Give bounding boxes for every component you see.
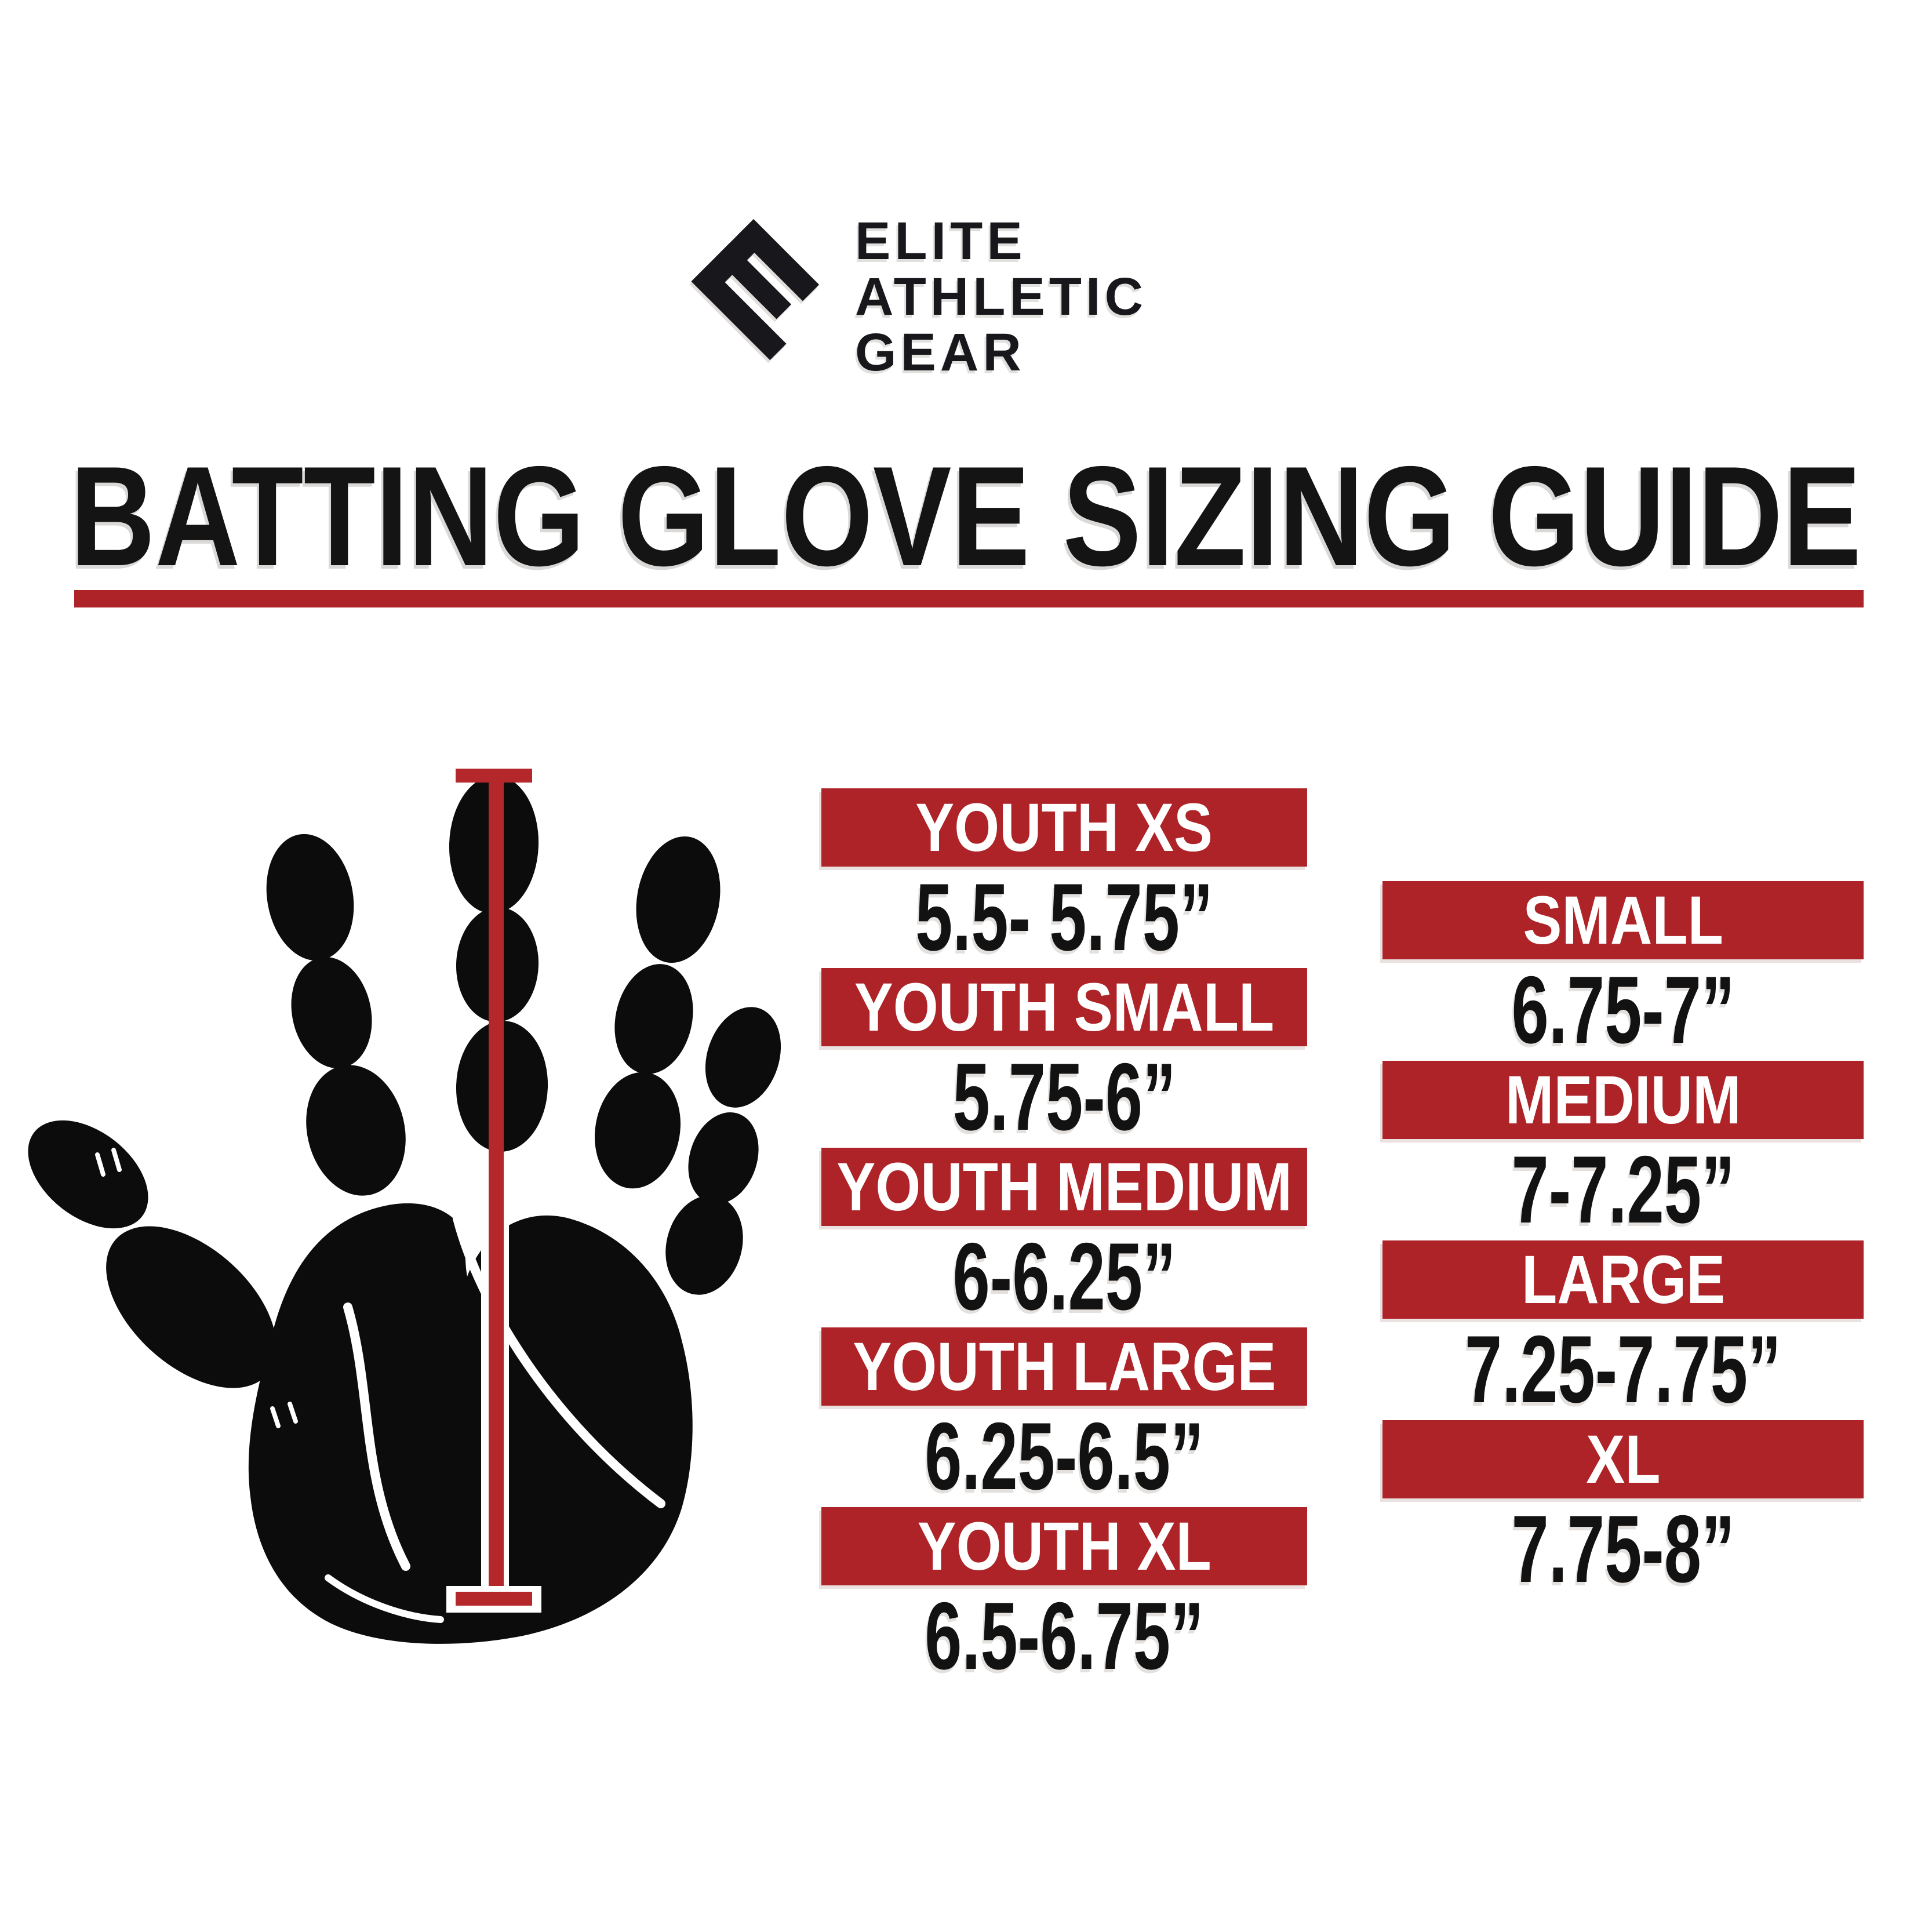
size-label: YOUTH LARGE <box>853 1328 1276 1405</box>
ring-finger-shape <box>595 836 721 1189</box>
adult-size-row-small: SMALL 6.75-7” <box>1382 881 1864 1063</box>
size-range: 6.75-7” <box>1511 956 1735 1063</box>
size-range-value: 7.25-7.75” <box>1382 1316 1864 1422</box>
measurement-bottom-cap <box>456 1592 532 1606</box>
logo-e-mid-arm <box>715 243 792 319</box>
size-range: 5.75-6” <box>952 1043 1176 1150</box>
size-label-banner: YOUTH XS <box>821 788 1307 867</box>
size-range-value: 6-6.25” <box>821 1223 1307 1330</box>
size-range: 6.25-6.5” <box>925 1403 1204 1509</box>
size-label: YOUTH XL <box>917 1508 1211 1585</box>
size-label-banner: SMALL <box>1382 881 1864 959</box>
youth-size-row-small: YOUTH SMALL 5.75-6” <box>821 968 1307 1150</box>
size-range: 5.5- 5.75” <box>915 864 1213 970</box>
logo-e-bottom-arm <box>691 265 787 361</box>
index-finger-shape <box>266 834 406 1196</box>
size-range: 6.5-6.75” <box>925 1582 1204 1689</box>
size-label-banner: YOUTH LARGE <box>821 1327 1307 1406</box>
brand-line-1: ELITE <box>855 212 1027 271</box>
page-title: BATTING GLOVE SIZING GUIDE <box>70 436 1861 591</box>
size-label: SMALL <box>1523 882 1723 959</box>
brand-wordmark: ELITE ATHLETIC GEAR <box>855 213 1147 380</box>
measurement-line-bar <box>489 778 504 1601</box>
logo-e-top-arm <box>737 219 820 301</box>
youth-size-row-large: YOUTH LARGE 6.25-6.5” <box>821 1327 1307 1509</box>
thumb-creases <box>95 1148 122 1177</box>
size-label: XL <box>1585 1421 1661 1498</box>
thumb-shape <box>28 1120 276 1388</box>
size-range-value: 7-7.25” <box>1382 1136 1864 1243</box>
youth-size-row-medium: YOUTH MEDIUM 6-6.25” <box>821 1148 1307 1330</box>
size-range-value: 7.75-8” <box>1382 1496 1864 1602</box>
size-label-banner: YOUTH SMALL <box>821 968 1307 1046</box>
pinky-finger-shape <box>665 1007 781 1295</box>
title-underline-rule <box>74 590 1864 607</box>
measurement-line <box>446 769 541 1613</box>
size-label: YOUTH MEDIUM <box>836 1148 1292 1225</box>
youth-size-row-xs: YOUTH XS 5.5- 5.75” <box>821 788 1307 970</box>
brand-line-3: GEAR <box>855 323 1025 382</box>
size-label-banner: YOUTH MEDIUM <box>821 1148 1307 1226</box>
brand-logo-icon <box>691 219 820 361</box>
size-range: 7-7.25” <box>1511 1136 1735 1243</box>
page-title-text: BATTING GLOVE SIZING GUIDE <box>70 436 1861 591</box>
size-label-banner: LARGE <box>1382 1240 1864 1319</box>
youth-size-row-xl: YOUTH XL 6.5-6.75” <box>821 1507 1307 1689</box>
size-range-value: 5.5- 5.75” <box>821 864 1307 970</box>
middle-finger-shape <box>449 776 548 1152</box>
adult-size-row-xl: XL 7.75-8” <box>1382 1420 1864 1602</box>
palm-shape <box>248 1203 693 1644</box>
size-label: MEDIUM <box>1505 1061 1741 1138</box>
size-label-banner: YOUTH XL <box>821 1507 1307 1585</box>
size-range-value: 5.75-6” <box>821 1043 1307 1150</box>
size-label: YOUTH SMALL <box>854 969 1275 1046</box>
size-range: 7.75-8” <box>1511 1496 1735 1602</box>
adult-size-row-large: LARGE 7.25-7.75” <box>1382 1240 1864 1422</box>
size-range-value: 6.75-7” <box>1382 956 1864 1063</box>
size-range: 6-6.25” <box>952 1223 1176 1330</box>
size-range-value: 6.5-6.75” <box>821 1582 1307 1689</box>
handprint-illustration <box>28 769 781 1644</box>
size-label: YOUTH XS <box>915 789 1213 866</box>
size-label-banner: MEDIUM <box>1382 1061 1864 1139</box>
brand-line-2: ATHLETIC <box>855 267 1148 326</box>
adult-size-row-medium: MEDIUM 7-7.25” <box>1382 1061 1864 1243</box>
size-range-value: 6.25-6.5” <box>821 1403 1307 1509</box>
size-range: 7.25-7.75” <box>1465 1316 1781 1422</box>
size-label-banner: XL <box>1382 1420 1864 1498</box>
size-label: LARGE <box>1521 1241 1725 1318</box>
palm-creases <box>270 1214 665 1623</box>
